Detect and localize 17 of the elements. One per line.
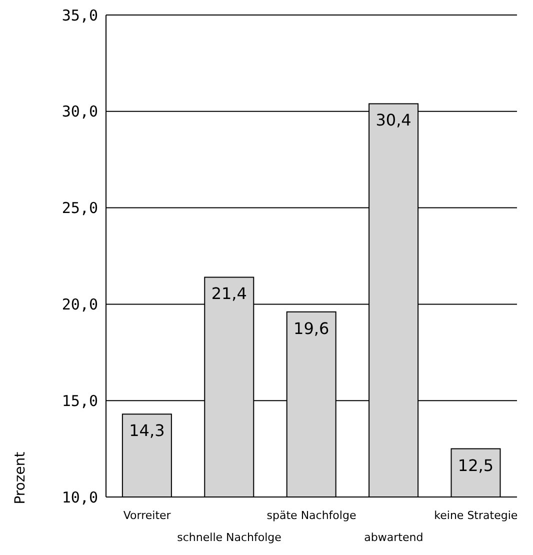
y-tick-label: 25,0 [62,199,98,218]
data-label: 12,5 [458,456,494,475]
y-tick-label: 15,0 [62,392,98,410]
y-tick-label: 10,0 [62,488,98,506]
x-tick-label: keine Strategie [434,509,518,522]
x-tick-label: abwartend [364,531,424,544]
y-tick-label: 35,0 [62,6,98,24]
data-label: 21,4 [211,284,247,304]
x-tick-label: späte Nachfolge [266,509,356,522]
data-label: 19,6 [294,318,330,338]
y-tick-label: 20,0 [62,296,98,314]
data-label: 30,4 [376,110,412,130]
data-label: 14,3 [129,421,165,440]
y-axis-title: Prozent [12,452,28,504]
x-tick-label: Vorreiter [123,509,172,522]
x-tick-label: schnelle Nachfolge [177,531,282,544]
y-tick-label: 30,0 [62,102,98,121]
